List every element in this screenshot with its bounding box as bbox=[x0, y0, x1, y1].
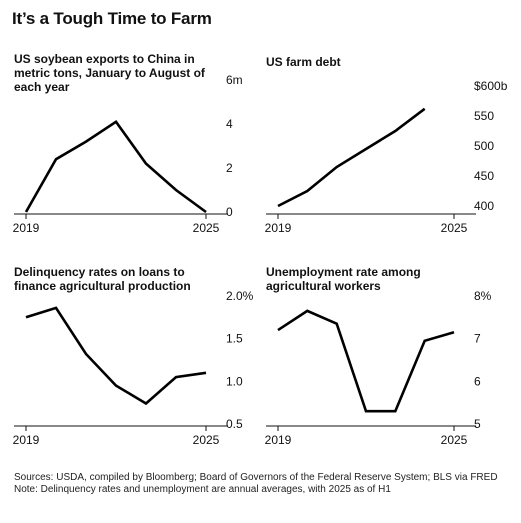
x-tick-label: 2025 bbox=[193, 433, 220, 447]
y-tick-label: $600b bbox=[474, 79, 508, 93]
y-tick-label: 400 bbox=[474, 199, 494, 213]
page-title: It’s a Tough Time to Farm bbox=[12, 9, 212, 28]
x-tick-label: 2025 bbox=[193, 221, 220, 235]
footnote: Note: Delinquency rates and unemployment… bbox=[14, 484, 391, 495]
x-tick-label: 2019 bbox=[13, 221, 40, 235]
y-tick-label: 7 bbox=[474, 332, 481, 346]
series-line bbox=[277, 107, 426, 208]
y-tick-label: 8% bbox=[474, 289, 492, 303]
chart-title: Delinquency rates on loans to finance ag… bbox=[14, 265, 191, 293]
y-tick-label: 6 bbox=[474, 374, 481, 388]
series-line bbox=[25, 306, 207, 406]
chart-title: Unemployment rate among agricultural wor… bbox=[266, 265, 421, 293]
x-tick-label: 2025 bbox=[441, 433, 468, 447]
y-tick-label: 0.5 bbox=[226, 417, 243, 431]
series-line bbox=[277, 309, 455, 413]
y-tick-label: 2.0% bbox=[226, 289, 254, 303]
y-tick-label: 6m bbox=[226, 73, 243, 87]
chart-title: US soybean exports to China in metric to… bbox=[14, 52, 205, 94]
x-tick-label: 2025 bbox=[441, 221, 468, 235]
series-line bbox=[24, 120, 207, 214]
y-tick-label: 2 bbox=[226, 161, 233, 175]
chart-footer: Sources: USDA, compiled by Bloomberg; Bo… bbox=[14, 472, 509, 496]
chart-title: US farm debt bbox=[266, 55, 341, 69]
y-tick-label: 4 bbox=[226, 117, 233, 131]
x-tick-label: 2019 bbox=[265, 221, 292, 235]
y-tick-label: 550 bbox=[474, 109, 494, 123]
sources-note: Sources: USDA, compiled by Bloomberg; Bo… bbox=[14, 472, 498, 483]
x-tick-label: 2019 bbox=[13, 433, 40, 447]
y-tick-label: 5 bbox=[474, 417, 481, 431]
y-tick-label: 1.0 bbox=[226, 374, 243, 388]
y-tick-label: 450 bbox=[474, 169, 494, 183]
y-tick-label: 0 bbox=[226, 205, 233, 219]
x-tick-label: 2019 bbox=[265, 433, 292, 447]
y-tick-label: 500 bbox=[474, 139, 494, 153]
y-tick-label: 1.5 bbox=[226, 332, 243, 346]
